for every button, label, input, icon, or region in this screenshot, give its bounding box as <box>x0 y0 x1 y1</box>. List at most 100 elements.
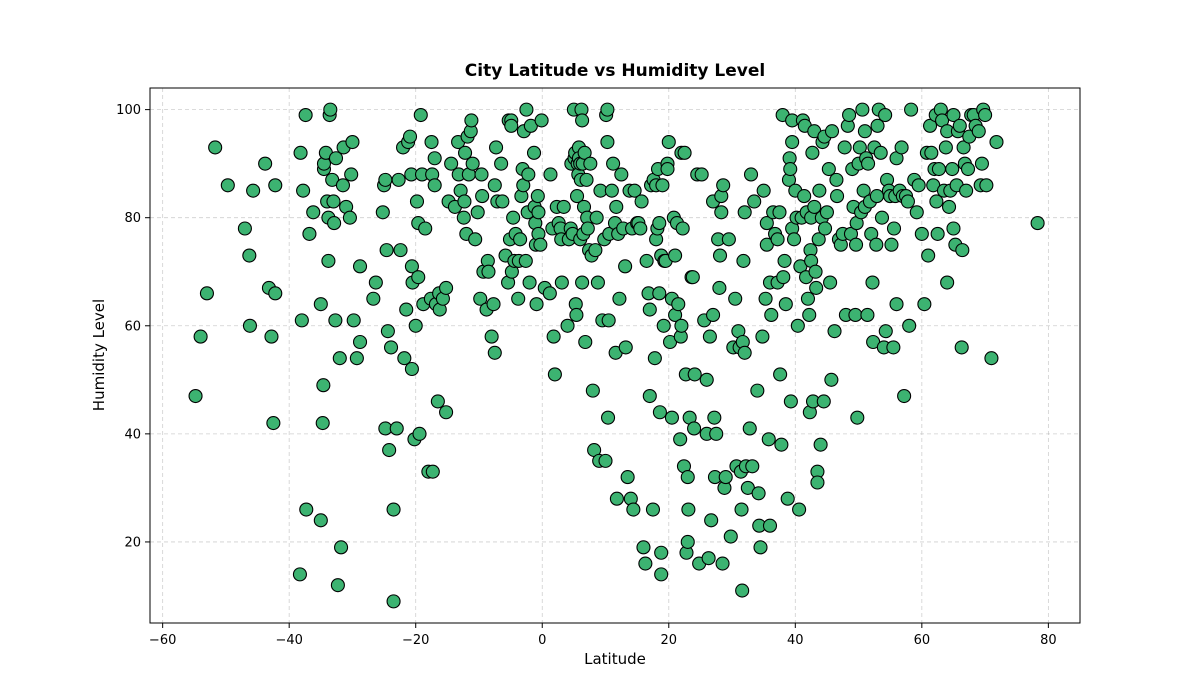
data-point <box>783 394 798 409</box>
data-point <box>734 502 749 517</box>
data-point <box>808 264 823 279</box>
data-point <box>902 318 917 333</box>
data-point <box>439 280 454 295</box>
data-point <box>321 253 336 268</box>
data-point <box>1030 216 1045 231</box>
data-point <box>714 205 729 220</box>
data-point <box>383 340 399 355</box>
data-point <box>577 145 592 160</box>
data-point <box>547 367 562 382</box>
data-point <box>946 107 961 123</box>
data-point <box>618 259 633 274</box>
data-point <box>728 291 743 306</box>
data-point <box>742 421 757 436</box>
data-point <box>609 491 624 506</box>
data-point <box>330 578 345 593</box>
data-point <box>773 367 788 382</box>
data-points <box>188 102 1045 609</box>
data-point <box>946 221 961 236</box>
data-point <box>636 540 651 555</box>
data-point <box>770 232 785 247</box>
data-point <box>923 118 938 133</box>
data-point <box>518 253 533 268</box>
data-point <box>639 253 654 268</box>
data-point <box>762 518 778 533</box>
data-point <box>522 275 537 290</box>
data-point <box>837 140 852 155</box>
data-point <box>589 210 604 225</box>
data-point <box>634 194 649 209</box>
data-point <box>783 162 798 177</box>
data-point <box>323 102 338 117</box>
data-point <box>327 216 342 231</box>
data-point <box>534 113 549 128</box>
data-point <box>938 140 953 155</box>
data-point <box>293 145 308 160</box>
data-point <box>464 113 479 128</box>
plot-area-frame <box>149 87 1081 624</box>
data-point <box>764 307 779 323</box>
data-point <box>575 113 590 128</box>
data-point <box>652 405 667 420</box>
data-point <box>931 162 946 177</box>
data-point <box>328 313 343 328</box>
data-point <box>827 324 842 339</box>
data-point <box>494 156 509 171</box>
y-tick-label: 80 <box>124 211 141 226</box>
data-point <box>842 107 857 123</box>
data-point <box>427 178 442 193</box>
data-point <box>638 556 653 571</box>
data-point <box>346 313 361 328</box>
data-point <box>612 291 627 306</box>
data-point <box>560 318 575 333</box>
data-point <box>342 210 357 225</box>
data-point <box>785 134 800 150</box>
data-point <box>715 556 730 571</box>
data-point <box>513 232 528 247</box>
data-point <box>579 172 594 187</box>
data-point <box>430 394 445 409</box>
data-point <box>473 291 488 306</box>
data-point <box>829 172 844 187</box>
data-point <box>811 232 826 247</box>
data-point <box>716 178 731 193</box>
data-point <box>627 183 642 198</box>
x-tick-label: 0 <box>538 633 546 648</box>
data-point <box>886 340 901 355</box>
data-point <box>529 297 544 312</box>
data-point <box>439 405 454 420</box>
data-point <box>774 437 789 452</box>
x-tick-label: 60 <box>914 633 931 648</box>
data-point <box>821 162 836 177</box>
data-point <box>242 248 257 263</box>
data-point <box>246 183 261 198</box>
data-point <box>598 453 613 468</box>
data-point <box>556 199 571 214</box>
data-point <box>687 421 702 436</box>
data-point <box>578 334 593 350</box>
data-point <box>366 291 381 306</box>
data-point <box>712 280 727 295</box>
data-point <box>661 134 676 150</box>
y-tick-label: 60 <box>124 319 141 334</box>
data-point <box>411 270 426 285</box>
data-point <box>352 259 368 274</box>
data-point <box>685 270 700 285</box>
data-point <box>894 140 909 155</box>
data-point <box>326 194 341 209</box>
data-point <box>750 383 765 398</box>
data-point <box>554 275 569 290</box>
data-point <box>609 199 624 214</box>
data-point <box>718 470 733 485</box>
x-tick-label: −20 <box>402 633 429 648</box>
data-point <box>816 394 831 409</box>
data-point <box>873 145 888 160</box>
data-point <box>800 291 816 306</box>
data-point <box>735 583 750 598</box>
data-point <box>776 270 791 285</box>
data-point <box>334 540 349 555</box>
data-point <box>588 243 603 258</box>
data-point <box>889 297 904 312</box>
data-point <box>952 118 967 133</box>
data-point <box>386 594 401 609</box>
